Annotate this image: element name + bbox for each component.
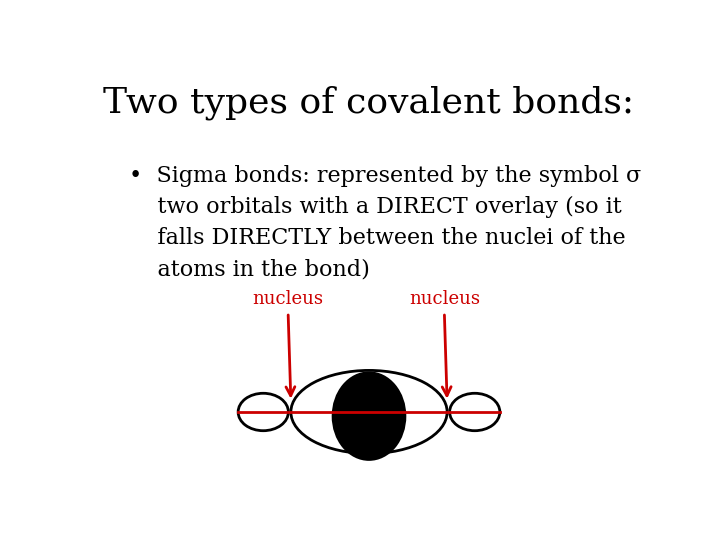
- Ellipse shape: [238, 393, 289, 431]
- Text: atoms in the bond): atoms in the bond): [129, 258, 370, 280]
- Ellipse shape: [291, 370, 447, 454]
- Text: •  Sigma bonds: represented by the symbol σ: • Sigma bonds: represented by the symbol…: [129, 165, 642, 187]
- Ellipse shape: [449, 393, 500, 431]
- Text: two orbitals with a DIRECT overlay (so it: two orbitals with a DIRECT overlay (so i…: [129, 196, 622, 218]
- Text: nucleus: nucleus: [253, 290, 323, 308]
- Ellipse shape: [333, 373, 405, 460]
- Text: Two types of covalent bonds:: Two types of covalent bonds:: [104, 85, 634, 120]
- Text: nucleus: nucleus: [409, 290, 480, 308]
- Text: falls DIRECTLY between the nuclei of the: falls DIRECTLY between the nuclei of the: [129, 227, 626, 249]
